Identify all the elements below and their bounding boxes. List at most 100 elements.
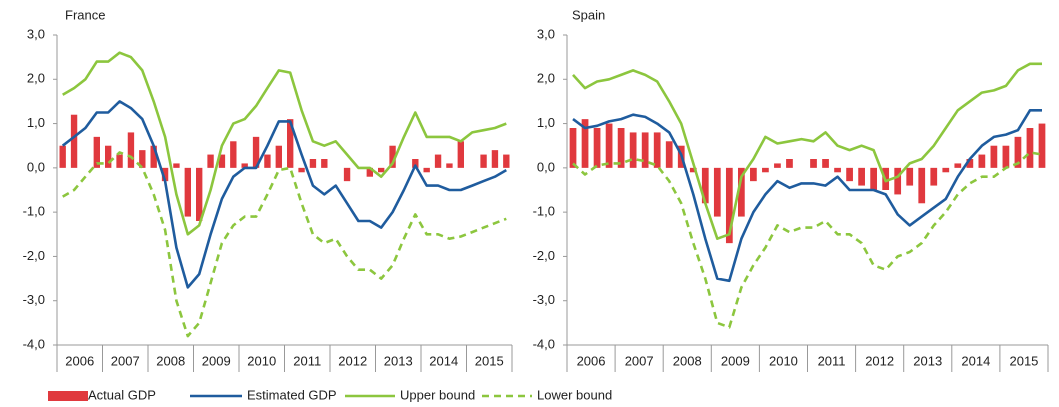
line-1 [61, 100, 507, 289]
bar [457, 141, 464, 168]
y-tick-label: 3,0 [537, 26, 555, 41]
bar [491, 150, 499, 168]
y-tick-label: -3,0 [533, 292, 555, 307]
bar [173, 163, 180, 168]
legend-swatch [48, 391, 88, 401]
x-tick-label: 2013 [913, 353, 942, 368]
x-tick-label: 2009 [202, 353, 231, 368]
bar [822, 159, 829, 168]
bar [846, 167, 853, 182]
bar [423, 167, 430, 173]
y-tick-label: 0,0 [27, 159, 45, 174]
bar [593, 128, 601, 168]
bar [918, 167, 926, 204]
bar [966, 159, 974, 168]
x-tick-label: 2007 [111, 353, 140, 368]
x-tick-label: 2013 [384, 353, 413, 368]
bar [184, 167, 191, 217]
y-tick-label: -4,0 [533, 336, 555, 351]
legend-label: Upper bound [400, 387, 475, 402]
y-tick-label: -1,0 [533, 204, 555, 219]
bar [196, 167, 203, 221]
x-tick-label: 2011 [818, 353, 846, 368]
bar [1038, 123, 1046, 168]
x-tick-label: 2007 [625, 353, 654, 368]
bar [287, 119, 294, 168]
x-tick-label: 2006 [577, 353, 606, 368]
bar [629, 132, 637, 168]
legend-label: Lower bound [537, 387, 612, 402]
bar [298, 167, 305, 173]
x-tick-label: 2009 [721, 353, 750, 368]
bar [605, 123, 613, 168]
bar [161, 167, 169, 182]
y-tick-label: -4,0 [23, 336, 45, 351]
bar [641, 132, 649, 168]
bar [139, 150, 146, 168]
bar [446, 163, 453, 168]
bar [275, 145, 282, 168]
y-tick-label: 1,0 [27, 115, 45, 130]
line-2 [62, 51, 507, 236]
bar [230, 141, 237, 168]
bar [480, 154, 487, 168]
y-tick-label: 3,0 [27, 26, 45, 41]
bar [870, 167, 878, 190]
bar [252, 136, 260, 168]
bar [321, 159, 328, 168]
bar [264, 154, 271, 168]
bar [930, 167, 938, 186]
line-3 [62, 151, 507, 338]
bar [774, 163, 781, 168]
legend-label: Actual GDP [88, 387, 156, 402]
line-2 [572, 62, 1042, 240]
bar [617, 128, 625, 168]
bar [218, 154, 226, 168]
bar [116, 154, 123, 168]
bar [127, 132, 135, 168]
bar [665, 141, 673, 168]
y-tick-label: -1,0 [23, 204, 45, 219]
bar [241, 163, 248, 168]
bar [434, 154, 442, 168]
x-tick-label: 2010 [769, 353, 798, 368]
x-tick-label: 2008 [156, 353, 185, 368]
bar [810, 159, 817, 168]
bar [309, 159, 317, 168]
bar [713, 167, 721, 217]
bar [1002, 145, 1010, 168]
y-tick-label: 1,0 [537, 115, 555, 130]
panel-title: Spain [572, 7, 605, 22]
bar [1014, 136, 1022, 168]
bar [70, 114, 78, 168]
bar [150, 145, 157, 168]
bar [412, 159, 419, 168]
bar [503, 154, 510, 168]
y-tick-label: -3,0 [23, 292, 45, 307]
x-tick-label: 2011 [293, 353, 321, 368]
bar [105, 145, 112, 168]
x-tick-label: 2012 [338, 353, 367, 368]
bar [894, 167, 902, 195]
bar [834, 167, 841, 173]
bar [207, 154, 214, 168]
bar [389, 145, 396, 168]
y-tick-label: 2,0 [27, 71, 45, 86]
bar [689, 167, 697, 173]
x-tick-label: 2014 [429, 353, 458, 368]
bar [737, 167, 745, 217]
x-tick-label: 2012 [865, 353, 894, 368]
bar [978, 154, 986, 168]
bar [366, 167, 373, 177]
bar [942, 167, 950, 173]
x-tick-label: 2015 [475, 353, 504, 368]
line-1 [572, 109, 1042, 283]
line-3 [572, 151, 1043, 329]
bar [378, 167, 385, 173]
bar [343, 167, 351, 182]
bar [581, 119, 589, 168]
bar [750, 167, 757, 182]
panel-title: France [65, 7, 105, 22]
bar [990, 145, 998, 168]
